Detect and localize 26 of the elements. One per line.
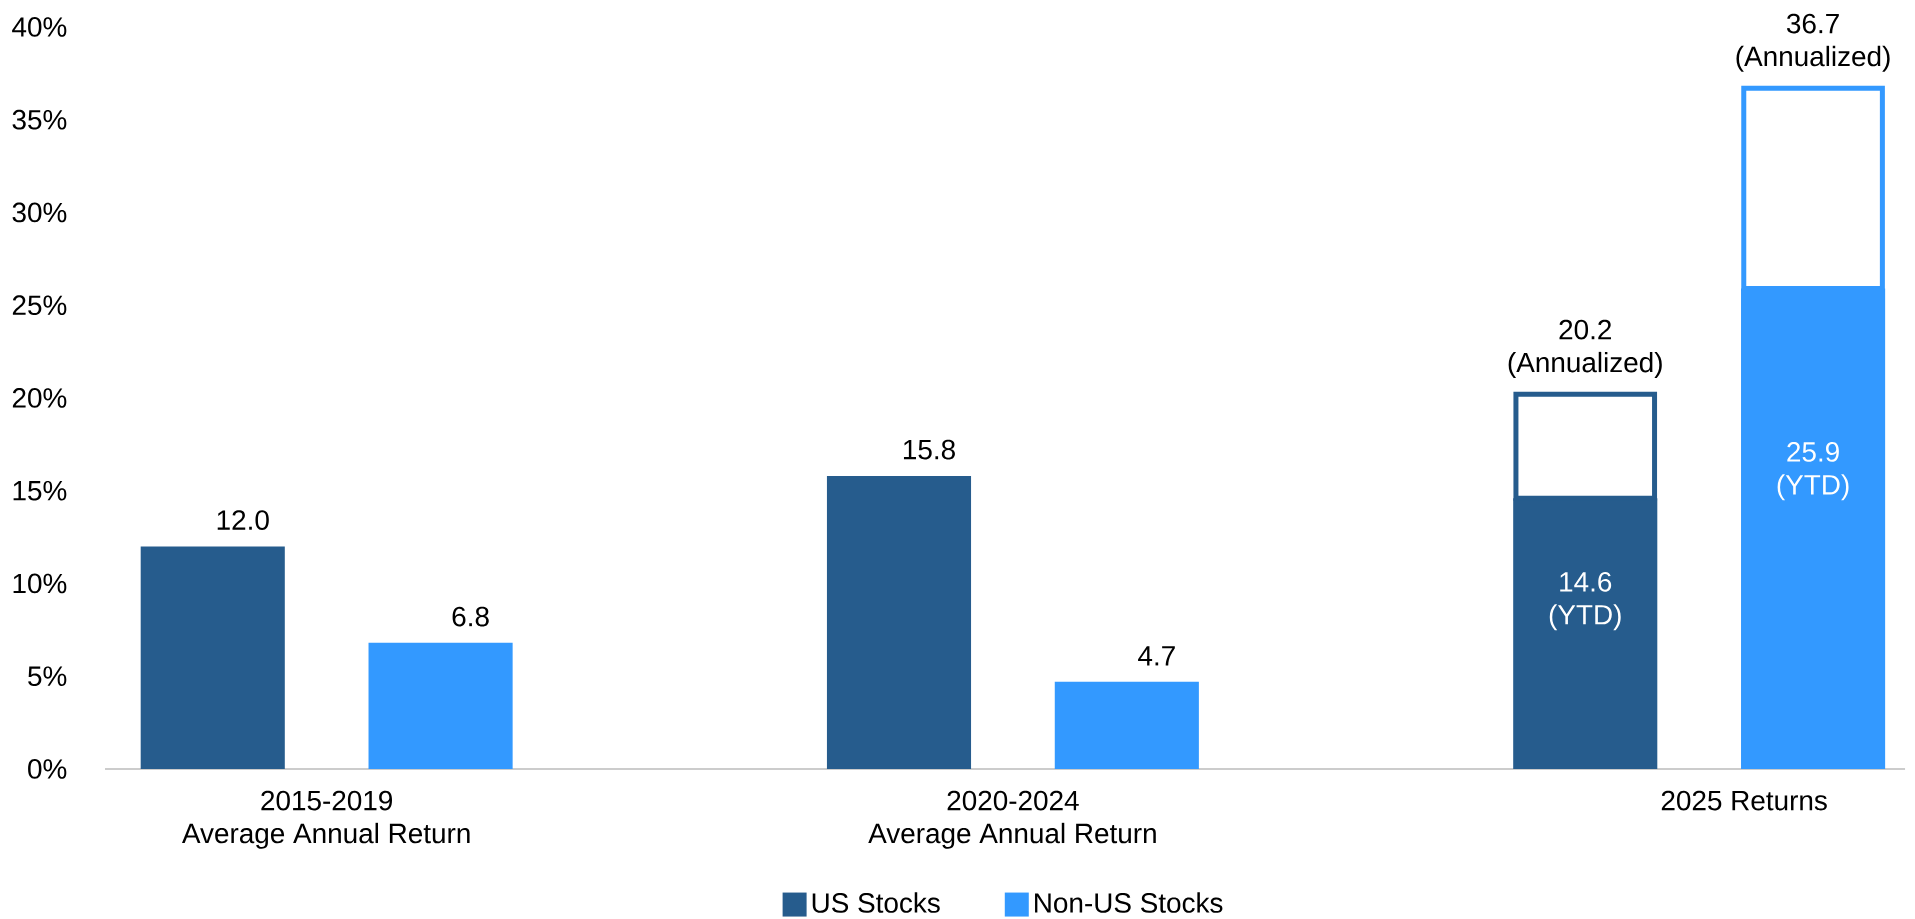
data-label: 6.8 bbox=[452, 606, 489, 627]
x-tick-label: 2015-2019 Average Annual Return bbox=[181, 790, 470, 849]
y-tick-label: 15% bbox=[13, 480, 67, 501]
legend-label: US Stocks bbox=[812, 892, 940, 913]
bar bbox=[140, 546, 285, 769]
data-label: 25.9 (YTD) bbox=[1777, 442, 1849, 501]
y-tick-label: 0% bbox=[28, 759, 67, 779]
y-tick-label: 5% bbox=[28, 666, 67, 687]
y-tick-label: 25% bbox=[12, 295, 67, 316]
data-label: 15.8 bbox=[903, 439, 955, 460]
y-tick-label: 40% bbox=[12, 17, 67, 37]
x-tick-label: 2025 Returns bbox=[1661, 790, 1827, 811]
y-tick-label: 10% bbox=[13, 573, 67, 594]
x-tick-label: 2020-2024 Average Annual Return bbox=[868, 790, 1156, 849]
data-label: 14.6 (YTD) bbox=[1549, 571, 1621, 631]
y-tick-label: 35% bbox=[12, 109, 67, 130]
bar bbox=[368, 642, 513, 769]
y-tick-label: 20% bbox=[12, 388, 67, 408]
bar bbox=[826, 475, 972, 769]
data-label: 4.7 bbox=[1138, 646, 1175, 666]
bar bbox=[1054, 681, 1199, 769]
legend-label: Non-US Stocks bbox=[1035, 892, 1223, 913]
data-label: 12.0 bbox=[217, 510, 269, 530]
data-label: 20.2 (Annualized) bbox=[1508, 319, 1662, 378]
data-label: 36.7 (Annualized) bbox=[1736, 13, 1890, 72]
y-tick-label: 30% bbox=[12, 202, 67, 223]
